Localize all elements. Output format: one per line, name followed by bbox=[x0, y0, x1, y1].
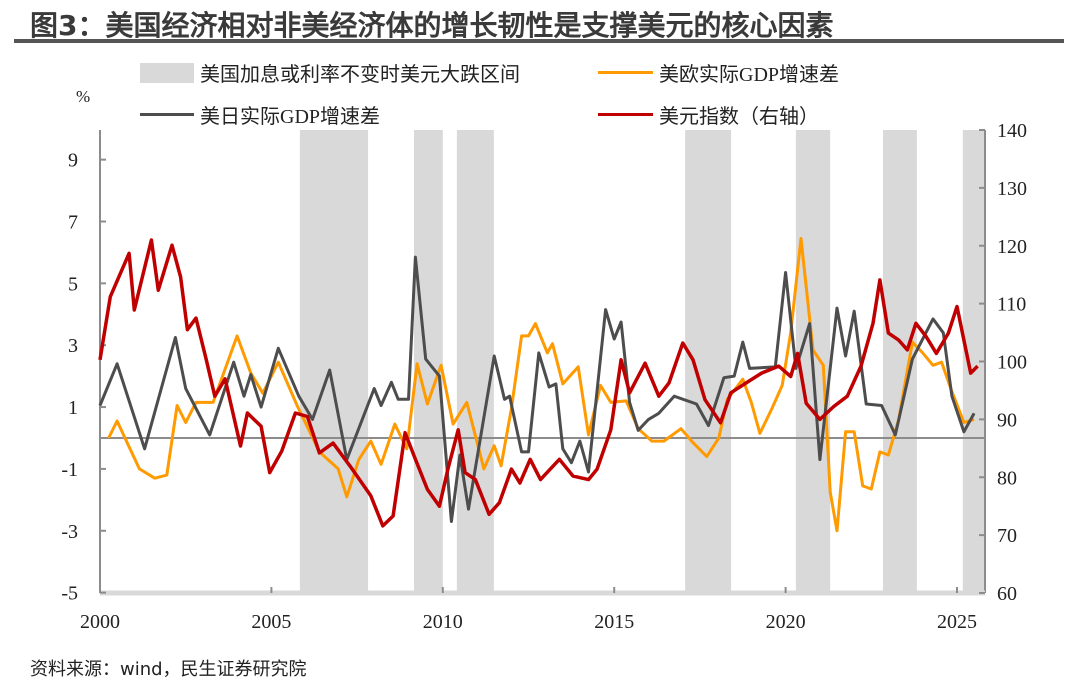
left-tick-label: 5 bbox=[68, 273, 78, 295]
right-tick-label: 80 bbox=[997, 467, 1017, 489]
legend-label-us-jp: 美日实际GDP增速差 bbox=[200, 106, 381, 128]
right-tick-label: 130 bbox=[997, 178, 1027, 200]
legend-label-us-eu: 美欧实际GDP增速差 bbox=[659, 64, 840, 86]
legend-swatch-us-eu bbox=[598, 71, 653, 74]
legend-swatch-us-jp bbox=[140, 113, 194, 116]
legend-item-us-eu: 美欧实际GDP增速差 bbox=[598, 58, 839, 87]
x-tick-label: 2010 bbox=[423, 611, 463, 633]
us-jp-gdp-gap-line bbox=[98, 255, 976, 523]
legend-item-us-jp: 美日实际GDP增速差 bbox=[140, 100, 380, 129]
x-tick-label: 2000 bbox=[80, 611, 120, 633]
source-note: 资料来源：wind，民生证券研究院 bbox=[30, 659, 307, 680]
legend-swatch-dxy bbox=[598, 113, 653, 116]
legend-label-dxy: 美元指数（右轴） bbox=[659, 106, 819, 128]
legend-item-dxy: 美元指数（右轴） bbox=[598, 100, 819, 129]
shaded-range bbox=[456, 130, 494, 593]
x-tick-label: 2015 bbox=[594, 611, 634, 633]
title-divider bbox=[14, 39, 1064, 43]
left-tick-label: -5 bbox=[61, 583, 78, 605]
right-tick-label: 110 bbox=[997, 294, 1026, 316]
chart-title: 图3：美国经济相对非美经济体的增长韧性是支撑美元的核心因素 bbox=[30, 9, 834, 42]
left-tick-label: -1 bbox=[61, 459, 78, 481]
dollar-index-line bbox=[98, 238, 979, 528]
x-tick-label: 2025 bbox=[937, 611, 977, 633]
left-tick-label: 1 bbox=[68, 397, 78, 419]
left-tick-label: 3 bbox=[68, 335, 78, 357]
y-axis-unit-label: % bbox=[76, 87, 90, 106]
us-eu-gdp-gap-line bbox=[107, 237, 975, 533]
right-tick-label: 100 bbox=[997, 352, 1027, 374]
left-tick-label: -3 bbox=[61, 521, 78, 543]
right-tick-label: 70 bbox=[997, 525, 1017, 547]
right-tick-label: 120 bbox=[997, 236, 1027, 258]
right-tick-label: 60 bbox=[997, 583, 1017, 605]
x-tick-label: 2020 bbox=[766, 611, 806, 633]
legend-item-shade: 美国加息或利率不变时美元大跌区间 bbox=[140, 58, 520, 87]
legend-label-shade: 美国加息或利率不变时美元大跌区间 bbox=[200, 64, 520, 86]
shaded-range bbox=[299, 130, 369, 593]
right-tick-label: 90 bbox=[997, 409, 1017, 431]
legend-swatch-shade bbox=[140, 62, 194, 83]
left-tick-label: 9 bbox=[68, 150, 78, 172]
x-tick-label: 2005 bbox=[251, 611, 291, 633]
right-tick-label: 140 bbox=[997, 120, 1027, 142]
left-tick-label: 7 bbox=[68, 212, 78, 234]
